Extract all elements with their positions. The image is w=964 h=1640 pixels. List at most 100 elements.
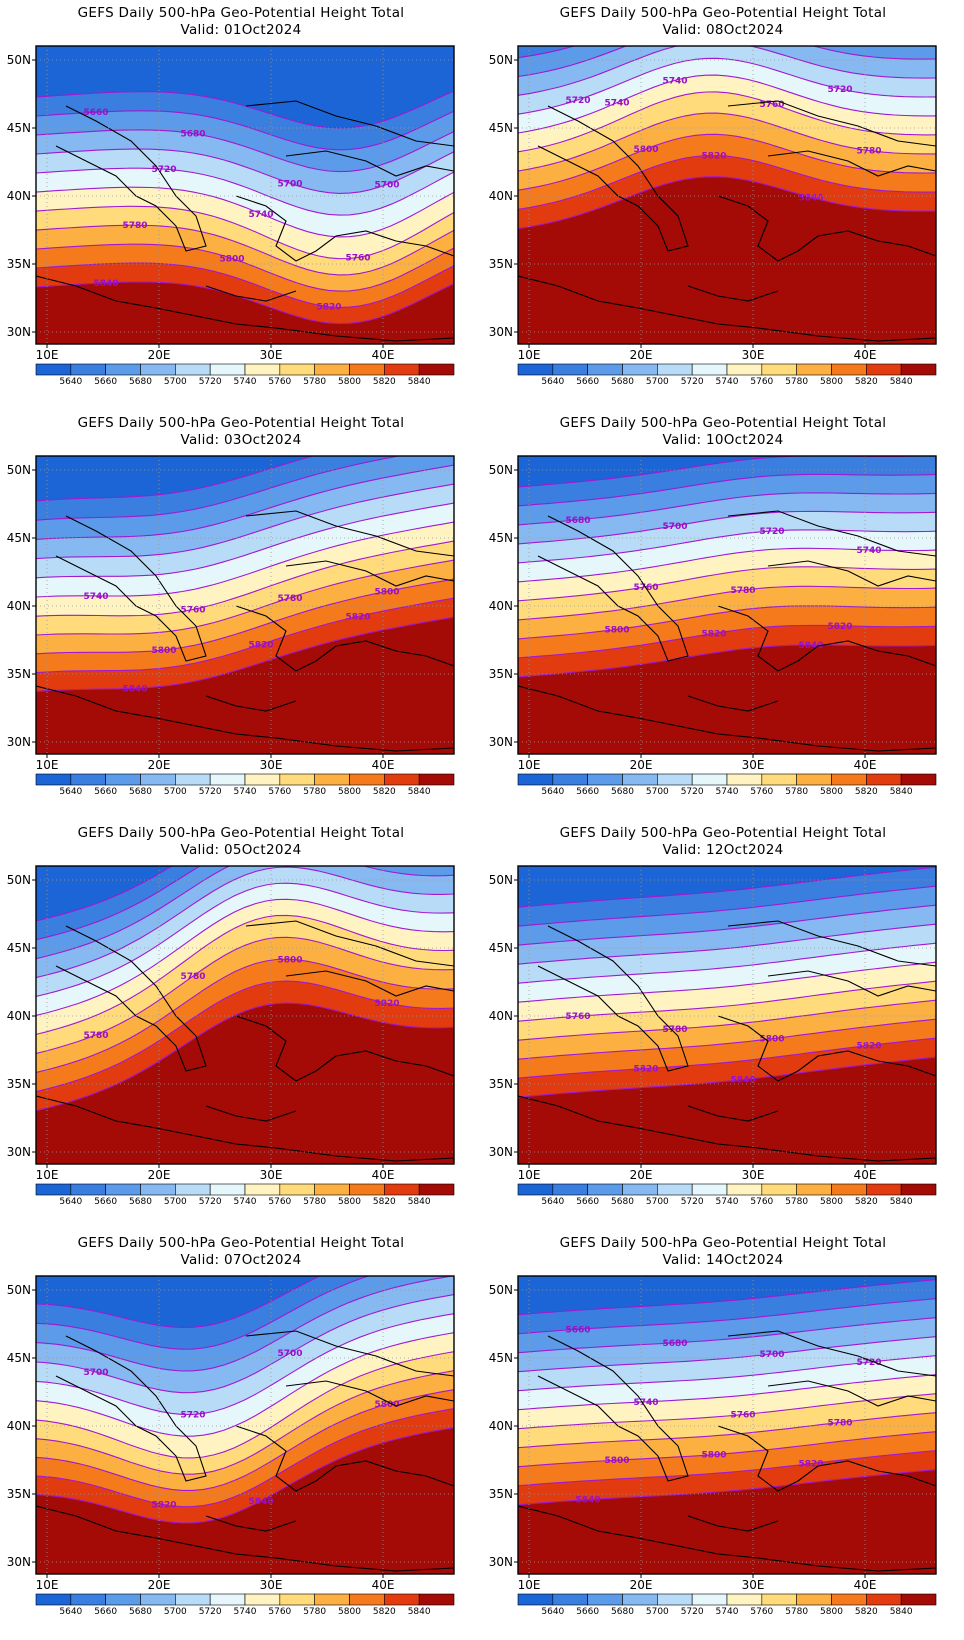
colorbar-label: 5780 [303,377,326,387]
x-tick-label: 30E [742,758,765,772]
colorbar-swatch [900,1593,937,1606]
contour-line [518,1037,936,1079]
height-band [518,1393,936,1448]
colorbar-label: 5820 [855,377,878,387]
x-tick-label: 10E [518,758,541,772]
height-band [518,46,574,58]
colorbar-swatch [831,1593,867,1606]
colorbar-label: 5780 [785,1607,808,1617]
height-band [36,579,454,673]
height-band [36,1294,454,1415]
colorbar-swatch [831,363,867,376]
colorbar: 5640 5660 5680 5700 5720 5740 5760 5780 5800 5820… [35,1183,455,1207]
colorbar-swatch [35,363,72,376]
contour-line [518,133,936,191]
y-tick-label: 35N [489,1487,513,1501]
colorbar-label: 5760 [268,377,291,387]
height-band [518,1298,936,1353]
contour-line [36,616,454,692]
colorbar-swatch [517,1183,554,1196]
contour-line [36,980,454,1093]
contour-label: 5720 [151,165,176,175]
colorbar-swatch [622,363,658,376]
contour-line [518,904,936,946]
colorbar-label: 5760 [750,377,773,387]
x-tick-label: 20E [148,1578,171,1592]
contour-label: 5720 [759,527,784,537]
colorbar-label: 5760 [750,787,773,797]
height-band [518,1038,936,1098]
contour-line [518,1412,936,1449]
panel-valid-date: Valid: 14Oct2024 [662,1252,784,1268]
map-panel-03oct: GEFS Daily 500-hPa Geo-Potential Height … [0,410,482,820]
colorbar-label: 5680 [611,787,634,797]
x-tick-label: 40E [372,348,395,362]
colorbar-swatch [622,1593,658,1606]
colorbar-label: 5720 [681,787,704,797]
colorbar-label: 5640 [541,1197,564,1207]
x-tick-label: 40E [372,758,395,772]
height-band [518,529,936,582]
height-band [36,1370,454,1491]
colorbar-swatch [349,1183,385,1196]
map-canvas: 5740 5760 5780 5800 5800 5820 5820 5840 50N 45N 40… [7,455,455,797]
colorbar-label: 5680 [611,1607,634,1617]
y-tick-label: 50N [489,53,513,67]
colorbar-swatch [726,363,763,376]
colorbar-label: 5700 [646,787,669,797]
colorbar-swatch [314,1593,350,1606]
colorbar-label: 5740 [234,1197,257,1207]
colorbar: 5640 5660 5680 5700 5720 5740 5760 5780 5800 5820… [517,1183,937,1207]
colorbar-swatch [517,1593,554,1606]
colorbar-label: 5800 [820,787,843,797]
y-tick-label: 50N [7,1283,31,1297]
height-band [518,905,936,965]
height-band [518,586,936,639]
contour-label: 5740 [604,99,629,109]
x-tick-label: 30E [260,1578,283,1592]
x-tick-label: 40E [854,1168,877,1182]
contour-line [518,866,936,908]
panel-title: GEFS Daily 500-hPa Geo-Potential Height … [559,415,887,431]
contour-line [36,1276,322,1329]
x-tick-label: 10E [36,348,59,362]
colorbar-label: 5820 [855,1197,878,1207]
colorbar-label: 5840 [890,377,913,387]
height-band [36,915,454,1054]
colorbar-swatch [314,363,350,376]
y-tick-label: 45N [489,531,513,545]
y-tick-label: 35N [7,667,31,681]
coastline-borders [518,510,936,752]
colorbar-label: 5840 [890,1197,913,1207]
colorbar-swatch [587,1593,623,1606]
colorbar-label: 5800 [338,787,361,797]
colorbar-swatch [244,773,281,786]
colorbar-label: 5780 [303,1197,326,1207]
contour-label: 5820 [856,1041,881,1051]
map-frame [517,1275,937,1575]
y-tick-label: 35N [7,257,31,271]
height-band [518,134,936,210]
contour-line [36,456,316,502]
colorbar-swatch [314,1183,350,1196]
colorbar-label: 5740 [716,1197,739,1207]
panel-valid-date: Valid: 03Oct2024 [180,432,302,448]
height-band [36,46,454,128]
y-tick-label: 35N [489,1077,513,1091]
y-tick-label: 30N [489,735,513,749]
contour-label: 5800 [604,1456,629,1466]
contour-line [518,1374,936,1411]
y-tick-label: 30N [7,325,31,339]
x-tick-label: 20E [630,1578,653,1592]
contour-label: 5820 [248,640,273,650]
contour-label: 5680 [662,1339,687,1349]
contour-label: 5800 [374,587,399,597]
map-panel-12oct: GEFS Daily 500-hPa Geo-Potential Height … [482,820,964,1230]
colorbar-label: 5660 [576,1607,599,1617]
contour-label: 5800 [374,1400,399,1410]
height-band [36,168,454,237]
height-band [518,1336,936,1391]
contour-line [518,923,936,965]
colorbar-label: 5660 [576,1197,599,1207]
height-band [36,1351,454,1475]
